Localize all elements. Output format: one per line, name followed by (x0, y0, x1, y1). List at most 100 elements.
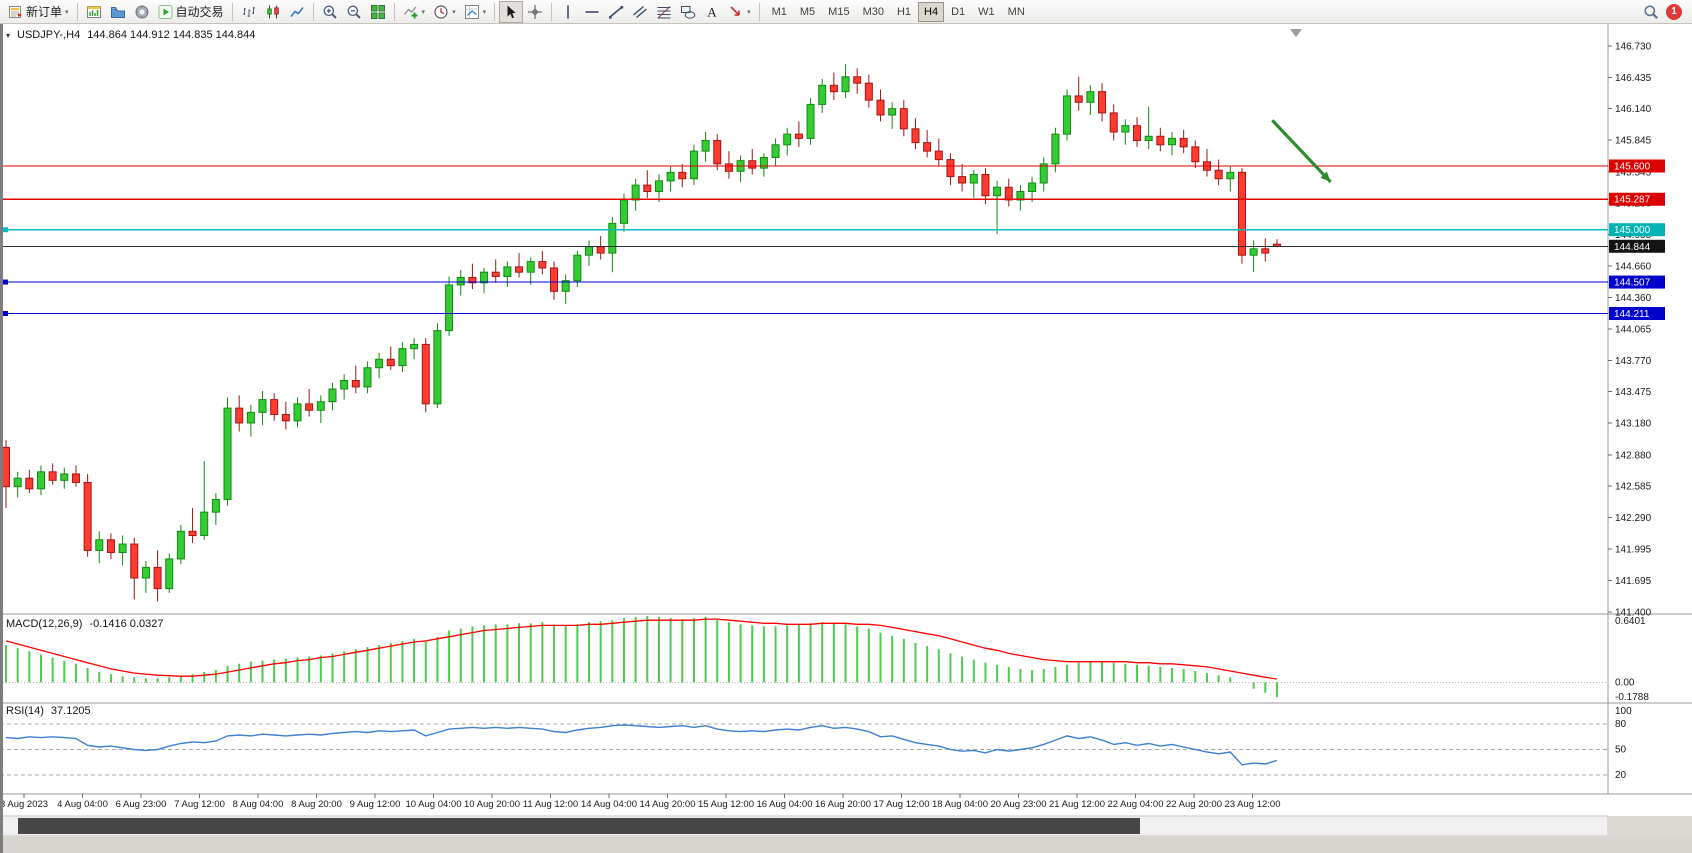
timeframe-mn-button[interactable]: MN (1002, 2, 1031, 22)
price-badge (1609, 159, 1665, 173)
date-label: 9 Aug 12:00 (350, 799, 401, 810)
candlestick-icon (265, 4, 281, 20)
price-axis-label: 142.585 (1615, 482, 1652, 493)
date-label: 14 Aug 20:00 (640, 799, 696, 810)
candle-body (946, 159, 955, 178)
timeframe-m30-button[interactable]: M30 (857, 2, 890, 22)
price-axis-label: 146.730 (1615, 42, 1652, 53)
templates-icon (464, 4, 480, 20)
candle-body (2, 446, 10, 488)
arrow-annotation-line[interactable] (1271, 119, 1332, 184)
indicators-button[interactable]: ▾ (399, 1, 430, 23)
candles-button[interactable] (261, 1, 285, 23)
candle-body (1214, 169, 1223, 180)
candle-body (911, 128, 920, 144)
candle-body (666, 171, 675, 182)
candle-body (1063, 95, 1072, 135)
rsi-axis-label: 50 (1615, 745, 1627, 756)
search-icon[interactable] (1643, 4, 1659, 20)
macd-values: -0.1416 0.0327 (89, 618, 164, 630)
candle-body (876, 99, 885, 116)
candle-body (60, 473, 69, 481)
horizontal-line-button[interactable] (580, 1, 604, 23)
candle-body (118, 543, 127, 554)
templates-button[interactable]: ▾ (460, 1, 491, 23)
charts-button[interactable] (82, 1, 106, 23)
candle-body (899, 108, 908, 130)
line-handle[interactable] (3, 310, 8, 316)
autotrading-button[interactable]: 自动交易 (154, 1, 228, 23)
tile-windows-button[interactable] (366, 1, 390, 23)
chart-window-icon (86, 4, 102, 20)
fibonacci-button[interactable] (652, 1, 676, 23)
date-label: 10 Aug 04:00 (406, 799, 462, 810)
candle-body (981, 173, 990, 197)
text-button[interactable]: A (700, 1, 724, 23)
new-order-icon (8, 4, 24, 20)
candle-body (1074, 95, 1083, 103)
notification-badge[interactable]: 1 (1666, 3, 1682, 20)
price-axis-label: 142.290 (1615, 513, 1652, 524)
shapes-button[interactable] (676, 1, 700, 23)
timeframe-group: M1 M5 M15 M30 H1 H4 D1 W1 MN (766, 1, 1031, 22)
candle-body (340, 380, 349, 390)
chart-shift-marker[interactable] (1290, 29, 1302, 37)
channel-button[interactable] (628, 1, 652, 23)
candle-body (25, 477, 34, 490)
candle-body (1039, 163, 1048, 184)
cursor-button[interactable] (499, 0, 524, 23)
candle-body (759, 157, 768, 169)
periods-button[interactable]: ▾ (429, 1, 460, 23)
line-handle[interactable] (3, 227, 8, 233)
candle-body (596, 246, 605, 254)
candle-body (141, 566, 150, 579)
macd-axis-label: 0.00 (1615, 677, 1635, 688)
chart-area[interactable]: 146.730 146.435 146.140 145.845 145.545 145.2… (0, 24, 1692, 853)
profiles-button[interactable] (106, 1, 130, 23)
candle-body (176, 530, 185, 560)
community-button[interactable] (130, 1, 154, 23)
date-label: 14 Aug 04:00 (581, 799, 637, 810)
toolbar-separator (758, 2, 760, 21)
timeframe-d1-button[interactable]: D1 (945, 2, 971, 22)
dropdown-caret-icon: ▾ (747, 8, 751, 16)
candle-body (969, 173, 978, 184)
price-badge-label: 145.600 (1614, 161, 1651, 172)
new-order-button[interactable]: 新订单 ▾ (4, 1, 73, 23)
crosshair-button[interactable] (523, 1, 547, 23)
timeframe-w1-button[interactable]: W1 (972, 2, 1001, 22)
zoom-out-button[interactable] (342, 1, 366, 23)
candle-body (165, 558, 174, 590)
candle-body (748, 160, 757, 169)
timeframe-h1-button[interactable]: H1 (891, 2, 917, 22)
candle-body (433, 330, 442, 405)
vertical-line-button[interactable] (556, 1, 580, 23)
macd-axis-label: 0.6401 (1615, 616, 1646, 627)
trendline-button[interactable] (604, 1, 628, 23)
arrows-button[interactable]: ▾ (724, 1, 755, 23)
candle-body (538, 261, 547, 269)
bars-button[interactable] (237, 1, 261, 23)
candle-body (281, 413, 290, 422)
date-label: 21 Aug 12:00 (1049, 799, 1105, 810)
timeframe-m5-button[interactable]: M5 (794, 2, 821, 22)
h-scrollbar-thumb[interactable] (18, 818, 1140, 834)
chart-region: 146.730 146.435 146.140 145.845 145.545 145.2… (0, 24, 1692, 853)
candle-body (1237, 171, 1246, 256)
dropdown-caret-icon: ▾ (65, 8, 69, 16)
line-handle[interactable] (3, 279, 8, 285)
line-chart-button[interactable] (285, 1, 309, 23)
timeframe-h4-button[interactable]: H4 (918, 1, 945, 22)
candle-body (456, 276, 465, 286)
candle-body (316, 401, 325, 411)
price-axis-label: 142.880 (1615, 450, 1652, 461)
candle-body (480, 271, 489, 284)
timeframe-m1-button[interactable]: M1 (766, 2, 793, 22)
symbol-menu-icon[interactable]: ▾ (6, 31, 11, 40)
toolbar-separator (494, 2, 496, 21)
candle-body (923, 142, 932, 152)
zoom-in-button[interactable] (318, 1, 342, 23)
arrows-icon (728, 4, 744, 20)
zoom-out-icon (346, 4, 362, 20)
timeframe-m15-button[interactable]: M15 (822, 2, 855, 22)
